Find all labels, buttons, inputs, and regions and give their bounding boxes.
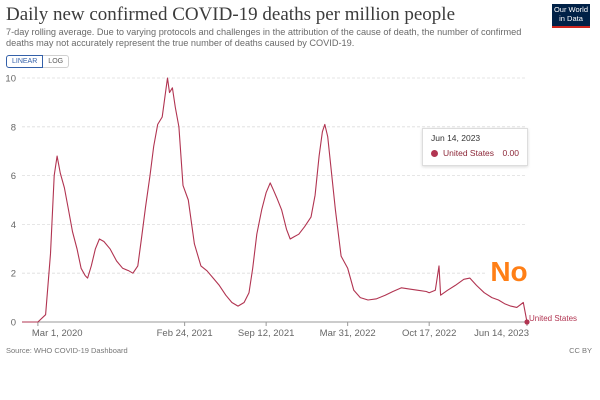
- log-toggle-button[interactable]: LOG: [43, 55, 70, 68]
- chart-title: Daily new confirmed COVID-19 deaths per …: [6, 4, 456, 25]
- chart-subtitle: 7-day rolling average. Due to varying pr…: [6, 27, 522, 48]
- x-tick-label: Mar 31, 2022: [320, 328, 376, 339]
- linear-toggle-button[interactable]: LINEAR: [6, 55, 44, 68]
- series-end-point: [524, 319, 530, 325]
- tooltip: Jun 14, 2023 United States 0.00: [422, 128, 528, 166]
- owid-logo[interactable]: Our World in Data: [552, 4, 590, 28]
- x-tick-label: Sep 12, 2021: [238, 328, 295, 339]
- scale-toggle: LINEAR LOG: [6, 55, 70, 68]
- x-tick-label: Oct 17, 2022: [402, 328, 456, 339]
- tooltip-value: 0.00: [502, 148, 519, 158]
- tooltip-row: United States 0.00: [431, 148, 519, 158]
- y-tick-label: 8: [11, 122, 16, 133]
- y-tick-label: 6: [11, 171, 16, 182]
- series-line-united-states: [22, 77, 528, 323]
- tooltip-series: United States: [443, 148, 495, 158]
- x-tick-label: Feb 24, 2021: [157, 328, 213, 339]
- tooltip-date: Jun 14, 2023: [431, 133, 481, 143]
- y-tick-label: 4: [11, 220, 16, 231]
- x-tick-label: Mar 1, 2020: [32, 328, 83, 339]
- y-tick-label: 2: [11, 269, 16, 280]
- y-tick-label: 0: [11, 318, 16, 329]
- source-note[interactable]: Source: WHO COVID-19 Dashboard: [6, 346, 128, 355]
- y-tick-label: 10: [5, 74, 16, 85]
- series-end-label: United States: [529, 314, 577, 323]
- series-dot-icon: [431, 149, 438, 157]
- logo-text: Our World in Data: [553, 5, 589, 23]
- logo-bar: [552, 26, 590, 28]
- annotation-stamp: No: [486, 254, 532, 290]
- license-note[interactable]: CC BY: [569, 346, 592, 355]
- x-tick-label: Jun 14, 2023: [474, 328, 529, 339]
